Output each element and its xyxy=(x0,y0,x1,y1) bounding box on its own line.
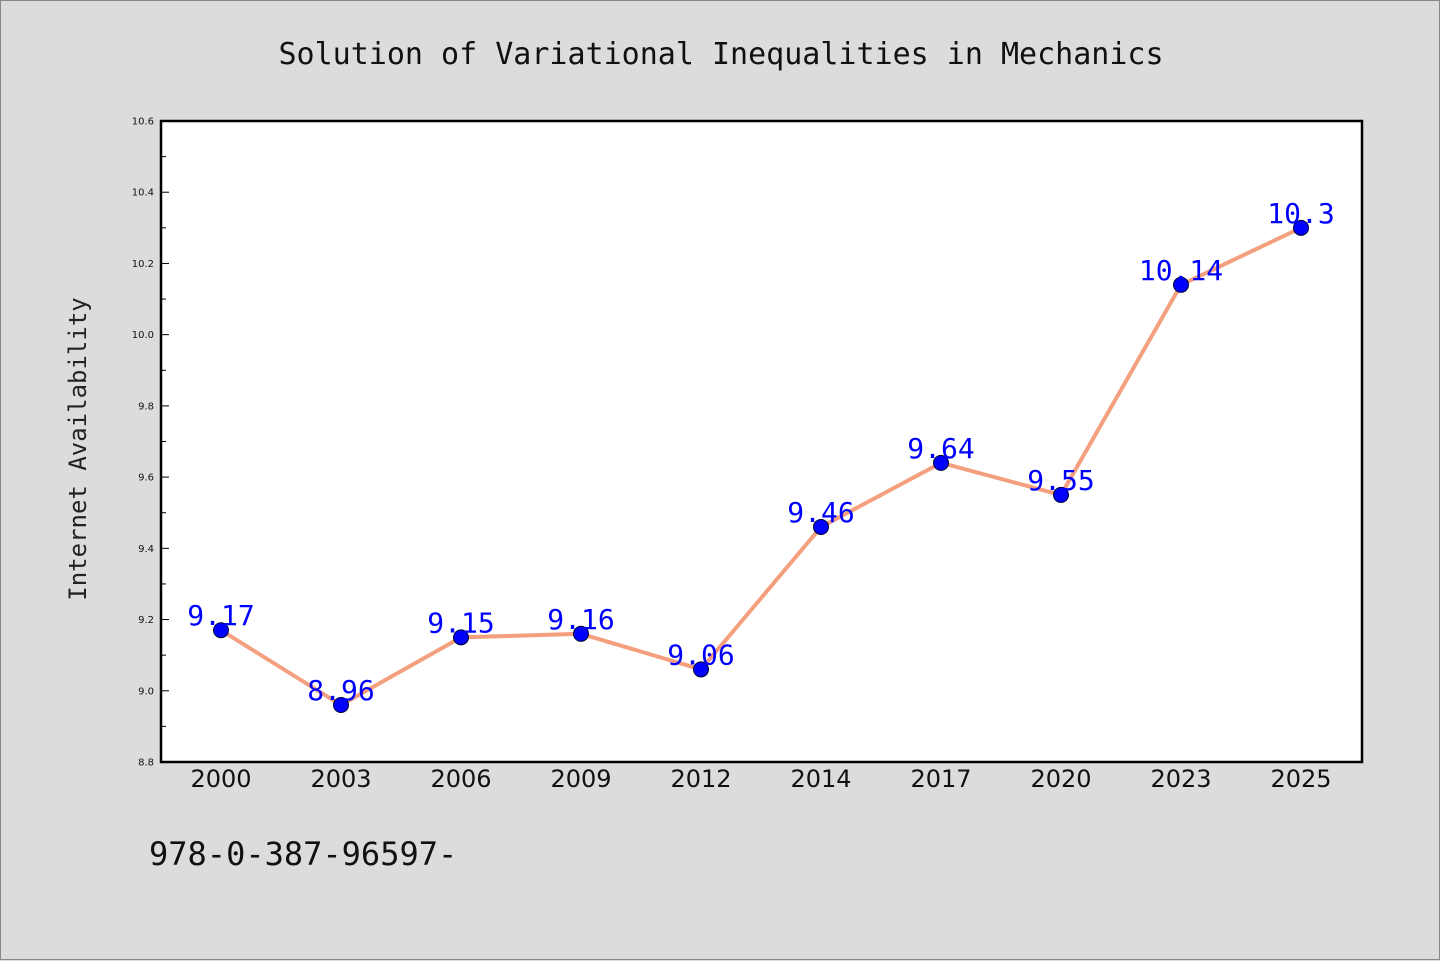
data-label: 9.64 xyxy=(907,432,974,465)
data-point xyxy=(333,697,349,714)
x-tick-label: 2003 xyxy=(310,765,371,793)
y-tick-label: 10.0 xyxy=(132,330,154,341)
footer-isbn: 978-0-387-96597- xyxy=(149,835,457,873)
data-label: 9.46 xyxy=(787,496,854,529)
data-label: 9.55 xyxy=(1027,464,1094,497)
x-tick-label: 2023 xyxy=(1150,765,1211,793)
x-tick-label: 2014 xyxy=(790,765,851,793)
data-label: 8.96 xyxy=(307,674,374,707)
data-point xyxy=(933,454,949,471)
data-point xyxy=(573,625,589,642)
y-tick-label: 10.4 xyxy=(132,188,154,199)
x-tick-label: 2000 xyxy=(190,765,251,793)
data-point xyxy=(1293,219,1309,236)
x-tick-label: 2017 xyxy=(910,765,971,793)
x-tick-label: 2025 xyxy=(1270,765,1331,793)
y-tick-label: 9.2 xyxy=(138,615,154,626)
data-points xyxy=(213,219,1309,714)
y-axis-label: Internet Availability xyxy=(64,297,92,600)
data-labels: 9.17 8.96 9.15 9.16 9.06 9.46 9.64 9.55 10.14 10.… xyxy=(187,197,1334,707)
y-tick-label: 10.6 xyxy=(132,117,154,128)
y-tick-label: 8.8 xyxy=(138,758,154,769)
data-label: 9.06 xyxy=(667,638,734,671)
data-label: 9.15 xyxy=(427,606,494,639)
data-point xyxy=(1053,486,1069,503)
data-label: 10.3 xyxy=(1267,197,1334,230)
data-point xyxy=(813,518,829,535)
data-point xyxy=(693,661,709,678)
data-point xyxy=(1173,276,1189,293)
x-tick-label: 2006 xyxy=(430,765,491,793)
y-tick-label: 9.0 xyxy=(138,686,154,697)
y-tick-label: 9.6 xyxy=(138,473,154,484)
series-line xyxy=(219,226,1302,708)
y-tick-label: 9.4 xyxy=(138,544,154,555)
y-tick-label: 9.8 xyxy=(138,401,154,412)
x-tick-label: 2012 xyxy=(670,765,731,793)
data-point xyxy=(213,622,229,639)
data-label: 10.14 xyxy=(1139,254,1223,287)
x-tick-label: 2020 xyxy=(1030,765,1091,793)
data-point xyxy=(453,629,469,646)
plot-area xyxy=(159,119,1364,764)
y-tick-label: 10.2 xyxy=(132,259,154,270)
x-axis: 2000 2003 2006 2009 2012 2014 2017 2020 2023 2025 xyxy=(190,765,1331,793)
y-axis: 8.8 9.0 9.2 9.4 9.6 9.8 10.0 10.2 10.4 10.6 xyxy=(132,117,169,769)
data-label: 9.16 xyxy=(547,603,614,636)
chart-title: Solution of Variational Inequalities in … xyxy=(278,37,1163,72)
data-label: 9.17 xyxy=(187,599,254,632)
x-tick-label: 2009 xyxy=(550,765,611,793)
